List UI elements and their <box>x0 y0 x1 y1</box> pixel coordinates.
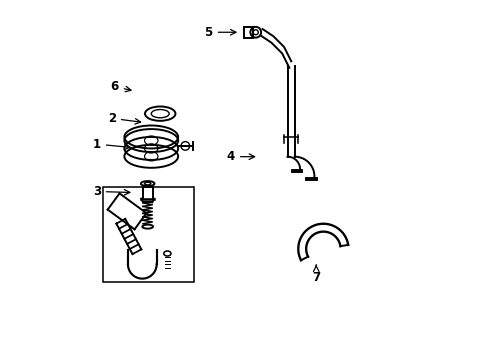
Text: 7: 7 <box>311 265 320 284</box>
Bar <box>244 27 253 38</box>
Text: 5: 5 <box>204 26 236 39</box>
Text: 2: 2 <box>107 112 141 125</box>
Bar <box>102 187 194 282</box>
Text: 3: 3 <box>93 185 130 198</box>
Text: 6: 6 <box>110 80 131 93</box>
Text: 4: 4 <box>226 150 254 163</box>
Text: 1: 1 <box>93 138 130 150</box>
